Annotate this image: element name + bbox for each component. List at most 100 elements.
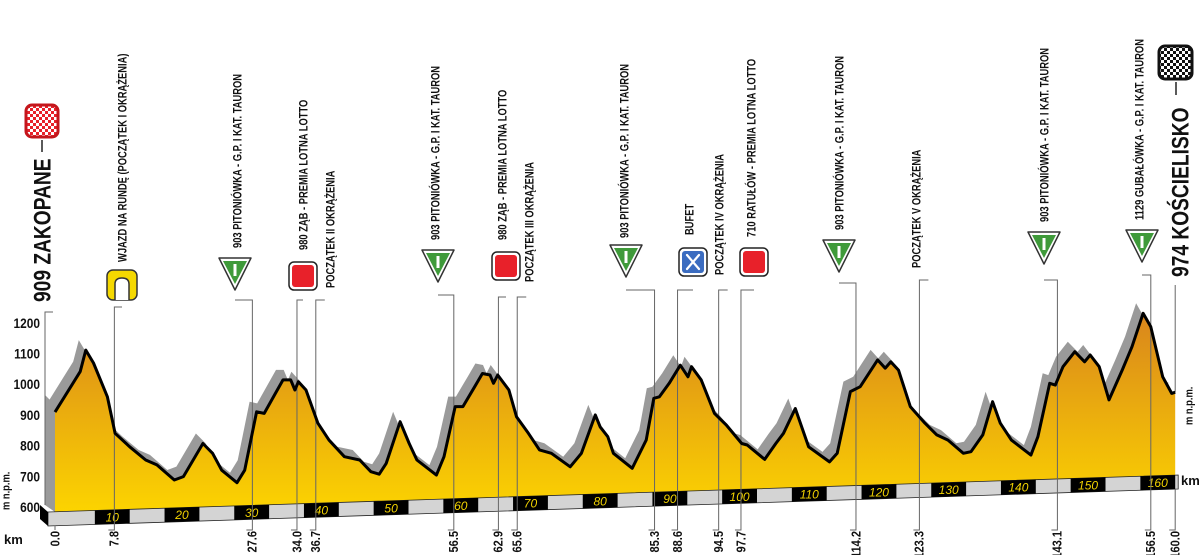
km-label: 156.5 (1143, 531, 1158, 555)
marker-label: POCZĄTEK II OKRĄŻENIA (323, 170, 337, 288)
marker-leader-line (839, 282, 857, 531)
km-bar-tick-label: 150 (1078, 478, 1098, 492)
km-bar-segment (373, 500, 409, 516)
finish-location-label: 974 KOŚCIELISKO (1166, 107, 1194, 277)
x-axis-label: km (4, 532, 23, 547)
marker-leader-line (712, 289, 728, 531)
y-tick-label: 1100 (14, 346, 40, 362)
fork-knife-icon (678, 247, 708, 277)
kom-triangle-icon (609, 244, 643, 278)
marker-label: WJAZD NA RUNDĘ (POCZĄTEK I OKRĄŻENIA) (115, 53, 129, 262)
km-bar-tick-label: 50 (384, 501, 398, 515)
marker-label: POCZĄTEK III OKRĄŻENIA (522, 162, 536, 282)
elevation-area (55, 313, 1176, 512)
marker-leader-line (492, 296, 506, 531)
km-bar-tick-label: 110 (800, 488, 819, 502)
km-bar-segment (164, 507, 200, 523)
km-bar-tick-label: 10 (106, 510, 120, 524)
km-bar-segment (652, 491, 688, 507)
y-tick-label: 1200 (14, 315, 40, 331)
marker-label: 980 ZĄB - PREMIA LOTNA LOTTO (297, 100, 310, 250)
km-bar-segment (791, 486, 827, 502)
km-label: 123.3 (912, 531, 927, 555)
elevation-line (53, 311, 1176, 485)
km-bar-side (40, 505, 48, 526)
marker-label: 903 PITONIÓWKA - G.P. I KAT. TAURON (617, 64, 631, 238)
y-tick-label: 1000 (14, 376, 40, 392)
marker-leader-line (671, 289, 693, 531)
marker-leader-line (913, 279, 929, 531)
marker-label: 903 PITONIÓWKA - G.P. I KAT. TAURON (230, 74, 244, 248)
km-bar-tick-label: 40 (315, 504, 329, 518)
km-bar-tick-label: 20 (174, 508, 189, 522)
marker-leader-line (235, 299, 253, 531)
kom-triangle-icon (1125, 229, 1159, 263)
km-label: 65.6 (510, 531, 525, 553)
right-x-axis-label: km (1181, 473, 1200, 488)
marker-label: 903 PITONIÓWKA - G.P. I KAT. TAURON (428, 66, 442, 240)
kom-triangle-icon (421, 249, 455, 283)
sprint-square-icon (739, 247, 769, 277)
right-y-axis-label: m n.p.m. (1184, 386, 1196, 425)
km-bar-segment (582, 493, 618, 509)
marker-label: POCZĄTEK IV OKRĄŻENIA (712, 154, 726, 275)
km-bar-segment (722, 488, 757, 504)
marker-leader-line (108, 306, 122, 531)
marker-label: 710 RATUŁÓW - PREMIA LOTNA LOTTO (744, 59, 758, 237)
km-bar-tick-label: 120 (869, 485, 889, 499)
km-bar-segment (861, 484, 897, 500)
km-bar-segment (1070, 477, 1106, 493)
km-bar-tick-label: 60 (454, 499, 468, 513)
km-bar-segment (513, 495, 548, 511)
km-bar-tick-label: 130 (939, 483, 959, 497)
km-bar-segment (234, 504, 270, 520)
km-label: 56.5 (446, 531, 461, 553)
km-label: 88.6 (670, 531, 685, 553)
kom-triangle-icon (1027, 231, 1061, 265)
checkered-flag-black-icon (1157, 44, 1194, 81)
marker-label: 1129 GUBAŁÓWKA - G.P. I KAT. TAURON (1132, 39, 1146, 220)
marker-leader-line (290, 299, 303, 531)
kom-triangle-icon (822, 239, 856, 273)
finish-leader-line-bottom (1169, 489, 1176, 531)
marker-leader-line (1044, 279, 1058, 531)
km-label-start: 0.0 (47, 531, 62, 547)
km-label: 85.3 (647, 531, 662, 553)
y-axis-label: m n.p.m. (1, 471, 13, 510)
checkered-flag-red-icon (24, 103, 60, 139)
marker-label: BUFET (683, 203, 696, 235)
sprint-square-icon (491, 251, 521, 281)
km-label: 27.6 (245, 531, 260, 553)
km-label: 34.0 (289, 531, 304, 553)
km-label: 114.2 (848, 531, 863, 555)
km-bar-tick-label: 80 (593, 494, 607, 508)
km-bar-segment (443, 497, 479, 514)
marker-label: 903 PITONIÓWKA - G.P. I KAT. TAURON (832, 56, 846, 230)
marker-leader-line (734, 289, 754, 531)
km-label: 97.7 (733, 531, 748, 553)
y-tick-label: 700 (20, 468, 40, 484)
marker-label: 980 ZĄB - PREMIA LOTNA LOTTO (496, 90, 509, 240)
km-bar-segment (94, 509, 130, 525)
y-tick-label: 800 (20, 438, 40, 454)
km-bar-segment (1000, 479, 1036, 495)
lap-entry-icon (106, 269, 138, 301)
km-bar-segment (303, 502, 339, 518)
y-tick-label: 600 (20, 499, 40, 515)
km-bar-tick-label: 100 (730, 490, 750, 504)
marker-leader-line (1142, 274, 1152, 531)
marker-label: POCZĄTEK V OKRĄŻENIA (909, 149, 923, 268)
km-label-finish: 160.0 (1168, 531, 1183, 555)
km-bar-segment (1140, 475, 1176, 491)
km-label: 94.5 (711, 531, 726, 553)
km-label: 36.7 (308, 531, 323, 553)
y-tick-label: 900 (20, 407, 40, 423)
profile-left-face (45, 395, 55, 512)
marker-label: 903 PITONIÓWKA - G.P. I KAT. TAURON (1037, 48, 1051, 222)
km-bar-segment (931, 481, 967, 498)
km-label: 143.1 (1050, 531, 1065, 555)
y-axis-bracket (44, 311, 53, 505)
km-bar-tick-label: 160 (1148, 476, 1168, 490)
marker-leader-line (511, 296, 527, 531)
